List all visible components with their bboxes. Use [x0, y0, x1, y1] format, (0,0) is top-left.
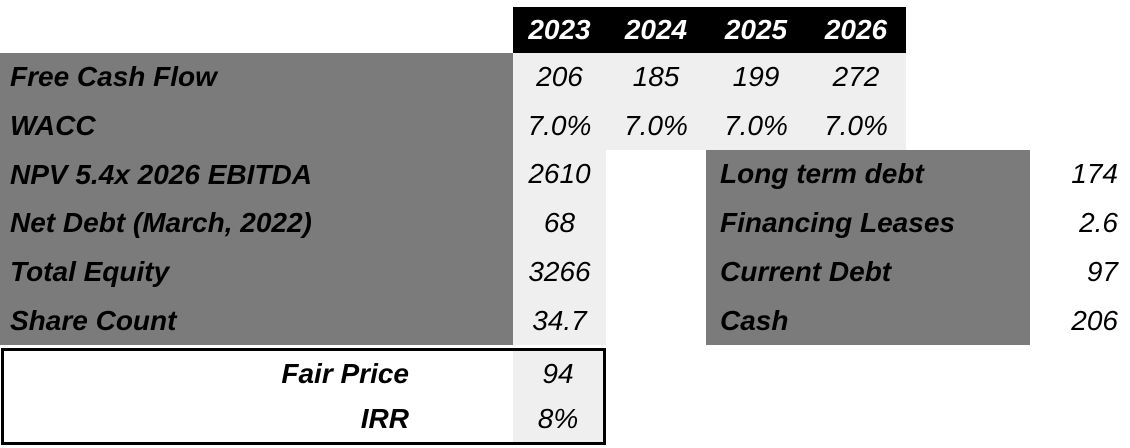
wacc-values: 7.0% 7.0% 7.0% 7.0%: [513, 102, 906, 151]
row-label-long-term-debt: Long term debt: [720, 158, 924, 190]
total-equity-value: 3266: [528, 255, 591, 287]
wacc-2023: 7.0%: [527, 109, 592, 141]
spacer: [409, 397, 513, 443]
share-count-value: 34.7: [532, 304, 587, 336]
row-label-share-count: Share Count: [10, 304, 177, 336]
year-header-2024: 2024: [624, 14, 688, 45]
debt-label-block: Long term debt Financing Leases Current …: [706, 150, 1030, 345]
result-box: Fair Price 94 IRR 8%: [1, 348, 606, 445]
fcf-2026: 272: [832, 61, 880, 93]
fcf-2023: 206: [536, 61, 583, 93]
npv-value: 2610: [528, 158, 591, 190]
fcf-2025: 199: [732, 61, 780, 93]
row-label-net-debt: Net Debt (March, 2022): [10, 207, 312, 239]
year-header-2026: 2026: [824, 14, 888, 45]
year-header-row: 2023 2024 2025 2026: [513, 7, 906, 53]
cash-value: 206: [1071, 304, 1118, 336]
row-label-wacc: WACC: [10, 110, 96, 141]
row-label-cash: Cash: [720, 304, 789, 336]
fair-price-label: Fair Price: [281, 357, 409, 389]
summary-values-column: 2610 68 3266 34.7: [513, 150, 606, 345]
wacc-2024: 7.0%: [624, 109, 688, 141]
spacer: [409, 351, 513, 397]
year-header-2023: 2023: [528, 14, 591, 45]
yearly-values-area: 206 185 199 272 7.0% 7.0% 7.0% 7.0%: [513, 53, 906, 150]
fair-price-value: 94: [513, 351, 603, 397]
wacc-2025: 7.0%: [724, 109, 788, 141]
dcf-label-block: Free Cash Flow WACC NPV 5.4x 2026 EBITDA…: [0, 53, 513, 345]
row-label-financing-leases: Financing Leases: [720, 207, 955, 239]
row-label-free-cash-flow: Free Cash Flow: [10, 61, 217, 93]
row-label-npv: NPV 5.4x 2026 EBITDA: [10, 158, 312, 190]
year-header-2025: 2025: [724, 14, 788, 45]
long-term-debt-value: 174: [1071, 158, 1118, 190]
row-label-total-equity: Total Equity: [10, 256, 170, 288]
irr-row: IRR 8%: [4, 396, 603, 443]
fair-price-row: Fair Price 94: [4, 351, 603, 397]
wacc-2026: 7.0%: [824, 109, 888, 141]
net-debt-value: 68: [543, 207, 576, 239]
free-cash-flow-values: 206 185 199 272: [513, 53, 906, 102]
irr-label: IRR: [360, 403, 409, 435]
row-label-current-debt: Current Debt: [720, 255, 892, 287]
financing-leases-value: 2.6: [1079, 207, 1118, 239]
irr-value: 8%: [513, 396, 603, 442]
current-debt-value: 97: [1086, 255, 1118, 287]
debt-values-column: 174 2.6 97 206: [1030, 150, 1122, 345]
fcf-2024: 185: [632, 61, 680, 93]
